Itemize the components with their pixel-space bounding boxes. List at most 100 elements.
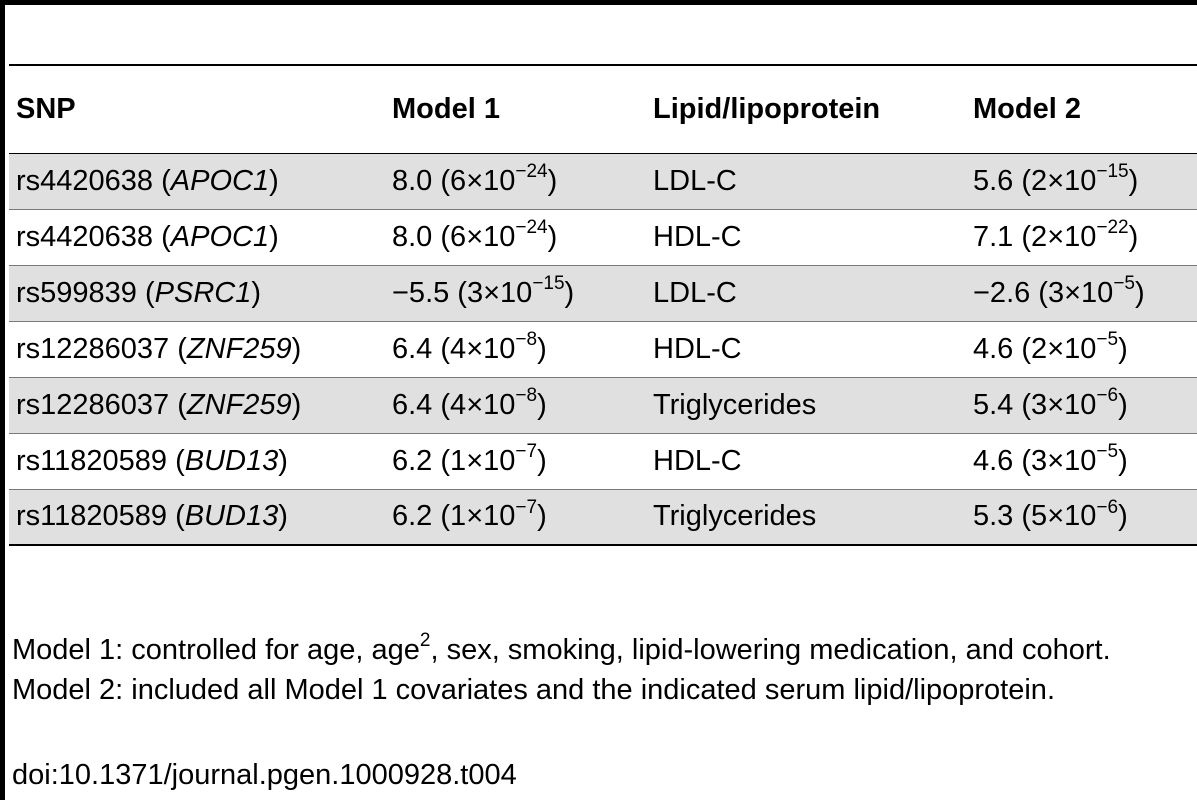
model2-cell-value: 7.1 bbox=[973, 220, 1014, 253]
model2-cell-pvalue-exponent: −5 bbox=[1096, 328, 1119, 350]
header-row: SNP Model 1 Lipid/lipoprotein Model 2 bbox=[9, 65, 1197, 153]
lipid-cell: HDL-C bbox=[653, 444, 742, 477]
model1-cell-value: 6.4 bbox=[392, 388, 433, 421]
model2-cell: 7.1 (2×10−22) bbox=[973, 216, 1139, 253]
model1-cell-pvalue-mantissa: 4 bbox=[450, 332, 467, 365]
snp-cell: rs4420638 (APOC1) bbox=[16, 220, 279, 253]
table-row: rs12286037 (ZNF259) 6.4 (4×10−8) Triglycer… bbox=[9, 377, 1197, 433]
model1-cell-pvalue-exponent: −8 bbox=[515, 384, 538, 406]
model2-cell: 4.6 (3×10−5) bbox=[973, 440, 1128, 477]
model2-cell-pvalue-mantissa: 2 bbox=[1031, 220, 1048, 253]
model1-cell-pvalue-mantissa: 6 bbox=[450, 220, 467, 253]
model2-cell-value: 5.3 bbox=[973, 500, 1014, 533]
header-snp: SNP bbox=[16, 92, 76, 125]
model2-cell-pvalue-mantissa: 3 bbox=[1031, 388, 1048, 421]
snp-cell: rs12286037 (ZNF259) bbox=[16, 388, 302, 421]
header-lipid: Lipid/lipoprotein bbox=[653, 92, 881, 125]
model1-cell: 6.2 (1×10−7) bbox=[392, 496, 547, 533]
model2-cell: 5.3 (5×10−6) bbox=[973, 496, 1128, 533]
model2-cell-pvalue-exponent: −22 bbox=[1096, 216, 1129, 238]
table-row: rs11820589 (BUD13) 6.2 (1×10−7) Triglyceri… bbox=[9, 489, 1197, 545]
model1-cell-value: 8.0 bbox=[392, 220, 433, 253]
gene-name: APOC1 bbox=[170, 220, 270, 253]
model2-cell-value: 4.6 bbox=[973, 444, 1014, 477]
model1-cell-pvalue-mantissa: 1 bbox=[450, 444, 467, 477]
model1-cell-pvalue-exponent: −7 bbox=[515, 440, 538, 462]
gene-name: BUD13 bbox=[184, 500, 279, 533]
model1-cell: 8.0 (6×10−24) bbox=[392, 160, 558, 197]
table-row: rs12286037 (ZNF259) 6.4 (4×10−8) HDL-C 4.6 … bbox=[9, 321, 1197, 377]
model1-cell: −5.5 (3×10−15) bbox=[392, 272, 575, 309]
left-rule bbox=[0, 0, 5, 800]
table-header: SNP Model 1 Lipid/lipoprotein Model 2 bbox=[9, 65, 1197, 153]
lipid-cell: HDL-C bbox=[653, 220, 742, 253]
model1-cell: 6.2 (1×10−7) bbox=[392, 440, 547, 477]
table-row: rs4420638 (APOC1) 8.0 (6×10−24) HDL-C 7.1 (… bbox=[9, 209, 1197, 265]
results-table-container: SNP Model 1 Lipid/lipoprotein Model 2 rs… bbox=[9, 64, 1197, 546]
model2-cell-pvalue-mantissa: 3 bbox=[1047, 276, 1065, 309]
table-body: rs4420638 (APOC1) 8.0 (6×10−24) LDL-C 5.6 (… bbox=[9, 153, 1197, 545]
model1-cell-pvalue-mantissa: 4 bbox=[450, 388, 467, 421]
model2-cell: −2.6 (3×10−5) bbox=[973, 272, 1145, 309]
model1-cell-value: 6.4 bbox=[392, 332, 433, 365]
footnote-part2: , sex, smoking, lipid-lowering medicatio… bbox=[12, 634, 1111, 706]
model2-cell: 4.6 (2×10−5) bbox=[973, 328, 1128, 365]
gene-name: ZNF259 bbox=[186, 388, 292, 421]
doi-text: doi:10.1371/journal.pgen.1000928.t004 bbox=[12, 759, 517, 791]
snp-cell: rs599839 (PSRC1) bbox=[16, 276, 262, 309]
model2-cell-pvalue-mantissa: 3 bbox=[1031, 444, 1048, 477]
model2-cell: 5.6 (2×10−15) bbox=[973, 160, 1139, 197]
gene-name: ZNF259 bbox=[186, 332, 292, 365]
lipid-cell: HDL-C bbox=[653, 332, 742, 365]
model1-cell-pvalue-mantissa: 1 bbox=[450, 500, 467, 533]
snp-id: rs11820589 bbox=[16, 444, 168, 477]
model2-cell-value: 5.4 bbox=[973, 388, 1014, 421]
gene-name: APOC1 bbox=[170, 164, 270, 197]
model1-cell-pvalue-exponent: −7 bbox=[515, 496, 538, 518]
footnote-superscript: 2 bbox=[419, 630, 431, 652]
model2-cell-value: 5.6 bbox=[973, 164, 1014, 197]
model1-cell-pvalue-exponent: −15 bbox=[532, 272, 565, 294]
header-model1: Model 1 bbox=[392, 92, 500, 125]
snp-id: rs4420638 bbox=[16, 220, 154, 253]
model1-cell-value: 6.2 bbox=[392, 500, 433, 533]
model1-cell-value: 6.2 bbox=[392, 444, 433, 477]
model2-cell-pvalue-exponent: −15 bbox=[1096, 160, 1129, 182]
table-footnote: Model 1: controlled for age, age2, sex, … bbox=[12, 630, 1197, 710]
snp-id: rs4420638 bbox=[16, 164, 154, 197]
lipid-cell: Triglycerides bbox=[653, 500, 817, 533]
model1-cell-pvalue-mantissa: 3 bbox=[466, 276, 484, 309]
footnote-text: Model 1: controlled for age, age2, sex, … bbox=[12, 630, 1197, 710]
model2-cell-pvalue-exponent: −5 bbox=[1113, 272, 1135, 294]
model2-cell-pvalue-exponent: −5 bbox=[1096, 440, 1119, 462]
snp-cell: rs11820589 (BUD13) bbox=[16, 500, 288, 533]
model1-cell: 6.4 (4×10−8) bbox=[392, 328, 547, 365]
model2-cell-pvalue-mantissa: 2 bbox=[1031, 332, 1048, 365]
table-row: rs11820589 (BUD13) 6.2 (1×10−7) HDL-C 4.6 (… bbox=[9, 433, 1197, 489]
model1-cell-value: 8.0 bbox=[392, 164, 433, 197]
model2-cell-pvalue-exponent: −6 bbox=[1096, 384, 1119, 406]
table-row: rs4420638 (APOC1) 8.0 (6×10−24) LDL-C 5.6 (… bbox=[9, 153, 1197, 209]
model2-cell: 5.4 (3×10−6) bbox=[973, 384, 1128, 421]
snp-id: rs11820589 bbox=[16, 500, 168, 533]
lipid-cell: Triglycerides bbox=[653, 388, 817, 421]
top-rule bbox=[0, 0, 1197, 5]
footnote-part1: Model 1: controlled for age, age bbox=[12, 634, 420, 666]
snp-id: rs12286037 bbox=[16, 332, 170, 365]
snp-cell: rs4420638 (APOC1) bbox=[16, 164, 279, 197]
snp-cell: rs12286037 (ZNF259) bbox=[16, 332, 302, 365]
gene-name: PSRC1 bbox=[154, 276, 252, 309]
results-table: SNP Model 1 Lipid/lipoprotein Model 2 rs… bbox=[9, 64, 1197, 546]
snp-id: rs12286037 bbox=[16, 388, 170, 421]
model2-cell-pvalue-mantissa: 2 bbox=[1031, 164, 1048, 197]
model1-cell: 6.4 (4×10−8) bbox=[392, 384, 547, 421]
snp-cell: rs11820589 (BUD13) bbox=[16, 444, 288, 477]
table-row: rs599839 (PSRC1) −5.5 (3×10−15) LDL-C −2.6 … bbox=[9, 265, 1197, 321]
model1-cell-pvalue-exponent: −24 bbox=[515, 160, 548, 182]
model1-cell: 8.0 (6×10−24) bbox=[392, 216, 558, 253]
model2-cell-pvalue-exponent: −6 bbox=[1096, 496, 1119, 518]
model1-cell-pvalue-exponent: −24 bbox=[515, 216, 548, 238]
model1-cell-value: −5.5 bbox=[392, 276, 450, 309]
model2-cell-value: −2.6 bbox=[973, 276, 1031, 309]
snp-id: rs599839 bbox=[16, 276, 137, 309]
